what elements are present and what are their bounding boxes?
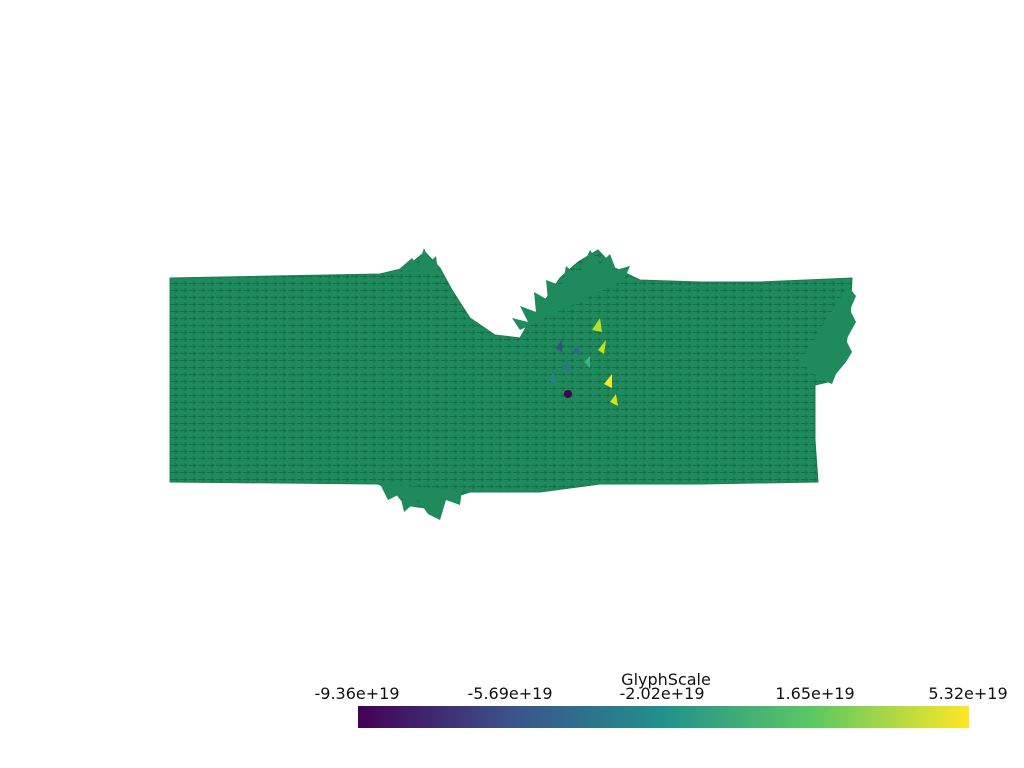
scalar-bar-tick: 5.32e+19 [928,684,1008,703]
glyph-field-body [169,249,853,519]
glyph-spikes-top [398,248,630,330]
glyph-hotspot [548,318,618,406]
glyph-spikes-right [800,286,856,384]
scalar-bar: GlyphScale -9.36e+19 -5.69e+19 -2.02e+19… [300,668,1020,738]
scalar-bar-tick: 1.65e+19 [775,684,855,703]
scalar-bar-tick: -2.02e+19 [619,684,705,703]
scalar-bar-tick: -5.69e+19 [467,684,553,703]
glyph-spikes-bottom [380,484,462,520]
glyph-field [169,248,856,520]
scalar-bar-tick: -9.36e+19 [314,684,400,703]
scalar-bar-gradient [358,706,969,728]
